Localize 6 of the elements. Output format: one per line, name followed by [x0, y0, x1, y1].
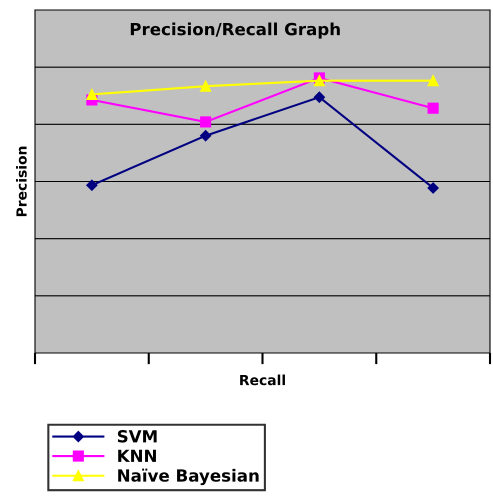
- legend-label: Naïve Bayesian: [118, 468, 259, 486]
- chart-title: Precision/Recall Graph: [130, 22, 340, 39]
- legend-label: KNN: [118, 450, 156, 462]
- legend-label: SVM: [118, 430, 157, 443]
- y-axis-title: Precision: [16, 146, 27, 216]
- x-axis-title: Recall: [240, 374, 285, 386]
